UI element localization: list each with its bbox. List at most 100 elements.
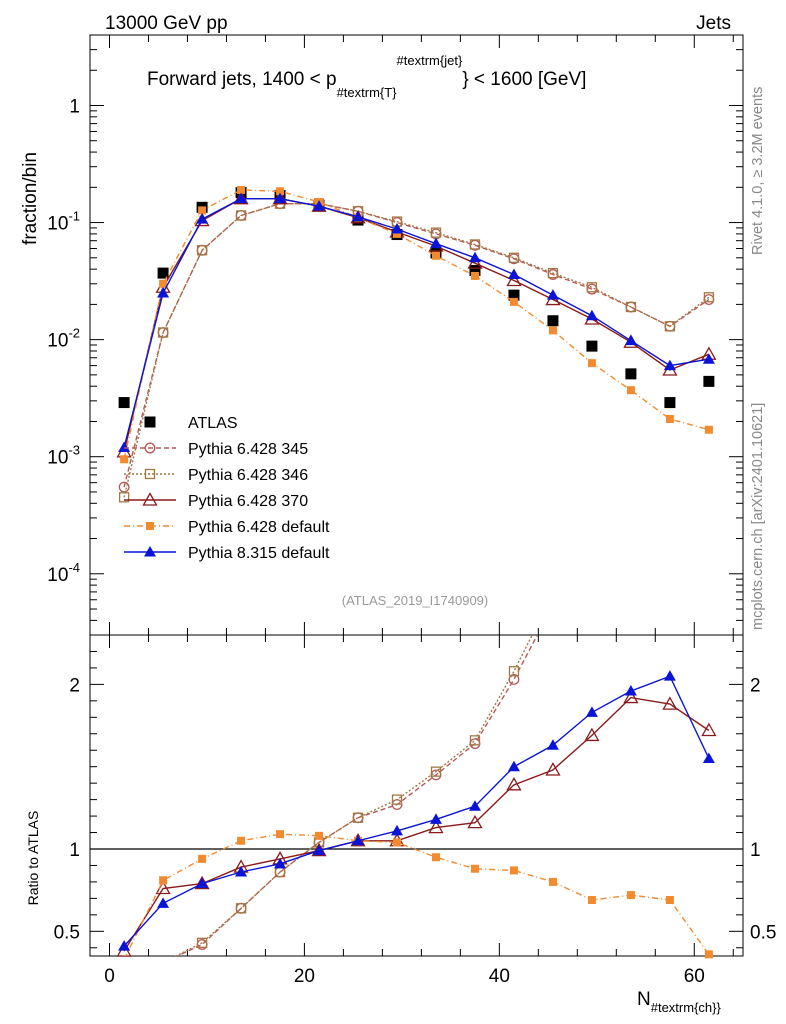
data-point-p8def [546,739,559,750]
plot-title: Forward jets, 1400 < p#textrm{T} #textrm{… [147,53,586,100]
data-point-p8def [507,268,520,280]
data-point-p6def [704,950,713,959]
x-axis-title-sub: #textrm{ch}} [651,1000,722,1015]
data-point-p346 [430,227,442,238]
data-point-atlas [508,289,520,301]
legend-marker-p8def [144,546,156,557]
y-tick-label: 10-3 [47,443,80,469]
series-line-p8def [123,675,710,947]
data-point-p8def [624,684,637,696]
legend: ATLAS Pythia 6.428 345 Pythia 6.428 346 Pyt… [124,415,330,562]
data-point-p346 [625,301,637,313]
plot-title-main: Forward jets, 1400 < p [147,69,337,90]
legend-label-p346: Pythia 6.428 346 [188,467,308,484]
ratio-y-tick-label-right: 2 [750,675,761,696]
ratio-y-tick-label: 2 [69,675,80,696]
data-point-p6def [509,297,518,306]
data-point-p8def [702,353,715,364]
plot-frames [89,34,744,957]
data-point-atlas [547,315,559,327]
data-point-p8def [196,877,209,889]
series-line-p345 [123,203,710,488]
data-point-p8def [235,866,248,877]
data-point-p346 [391,794,403,805]
data-point-p8def [157,897,170,908]
data-point-p6def [626,891,635,900]
legend-marker-p345 [144,442,156,454]
data-point-p6def [704,425,713,434]
data-point-p6def [393,229,402,238]
header-right: Jets [696,13,731,34]
data-point-p8def [702,752,715,763]
data-point-p8def [313,844,326,856]
data-point-p8def [313,200,326,211]
axes-labels: 0 20 40 60 10-4 10-3 10-2 10-1 1 0.5 0.5 1 1 2 2 [47,96,776,987]
x-axis-title-main: N [637,989,651,1010]
data-point-p6def [276,187,285,196]
data-point-p346 [196,245,208,256]
x-tick-label: 60 [684,966,705,987]
data-point-p370 [662,696,678,710]
data-point-p346 [547,267,559,279]
legend-label-p6def: Pythia 6.428 default [188,519,330,536]
series-line-p346 [174,635,533,956]
ratio-y-tick-label-right: 0.5 [750,922,776,943]
data-point-p6def [393,838,402,847]
data-point-p6def [237,185,246,194]
data-point-atlas [469,264,481,276]
data-point-p8def [118,940,131,951]
data-point-p8def [468,251,481,263]
header-left: 13000 GeV pp [105,13,228,34]
x-tick-label: 20 [294,966,315,987]
data-point-p6def [159,279,168,288]
legend-marker-p370 [142,492,158,506]
data-point-atlas [586,340,598,352]
data-point-p6def [237,836,246,845]
ratio-y-tick-label: 1 [69,840,80,861]
data-point-p8def [663,670,676,681]
data-point-p6def [665,414,674,423]
data-point-p370 [701,722,717,737]
data-point-p346 [469,735,481,746]
data-point-p8def [274,857,287,869]
data-point-p8def [235,192,248,204]
ratio-y-tick-label-right: 1 [750,840,761,861]
legend-marker-atlas [144,416,156,428]
data-point-p370 [467,814,483,829]
data-point-p346 [508,666,520,677]
ratio-panel-marks [116,635,717,959]
x-axis-title: N#textrm{ch}} [637,989,721,1015]
legend-label-atlas: ATLAS [188,415,238,432]
data-point-p346 [157,327,169,338]
data-point-p8def [585,309,598,321]
data-point-p346 [235,903,247,914]
data-point-p8def [585,706,598,717]
data-point-p346 [235,210,247,221]
data-point-p6def [198,206,207,215]
legend-marker-p346 [144,468,156,480]
x-tick-label: 40 [489,966,510,987]
series-line-p346 [123,203,710,498]
data-point-atlas [703,375,715,387]
series-line-p8def [123,198,710,448]
data-point-p6def [626,386,635,395]
data-point-p8def [352,834,365,846]
plot-title-sup: #textrm{jet} [397,53,463,68]
data-point-p8def [157,287,170,298]
data-point-p346 [469,239,481,250]
data-point-p370 [506,272,522,287]
data-point-p370 [467,255,483,269]
data-point-p8def [274,192,287,204]
legend-label-p370: Pythia 6.428 370 [188,493,308,510]
data-point-p6def [431,251,440,260]
y-tick-label: 10-4 [47,560,80,586]
data-point-p370 [545,762,561,776]
data-point-p6def [470,271,479,280]
y-tick-label: 10-2 [47,326,80,352]
data-point-p6def [548,877,557,886]
data-point-p6def [276,830,285,839]
y-tick-label: 10-1 [47,209,80,235]
data-point-p346 [430,766,442,777]
data-point-p6def [159,876,168,885]
data-point-p8def [429,813,442,824]
